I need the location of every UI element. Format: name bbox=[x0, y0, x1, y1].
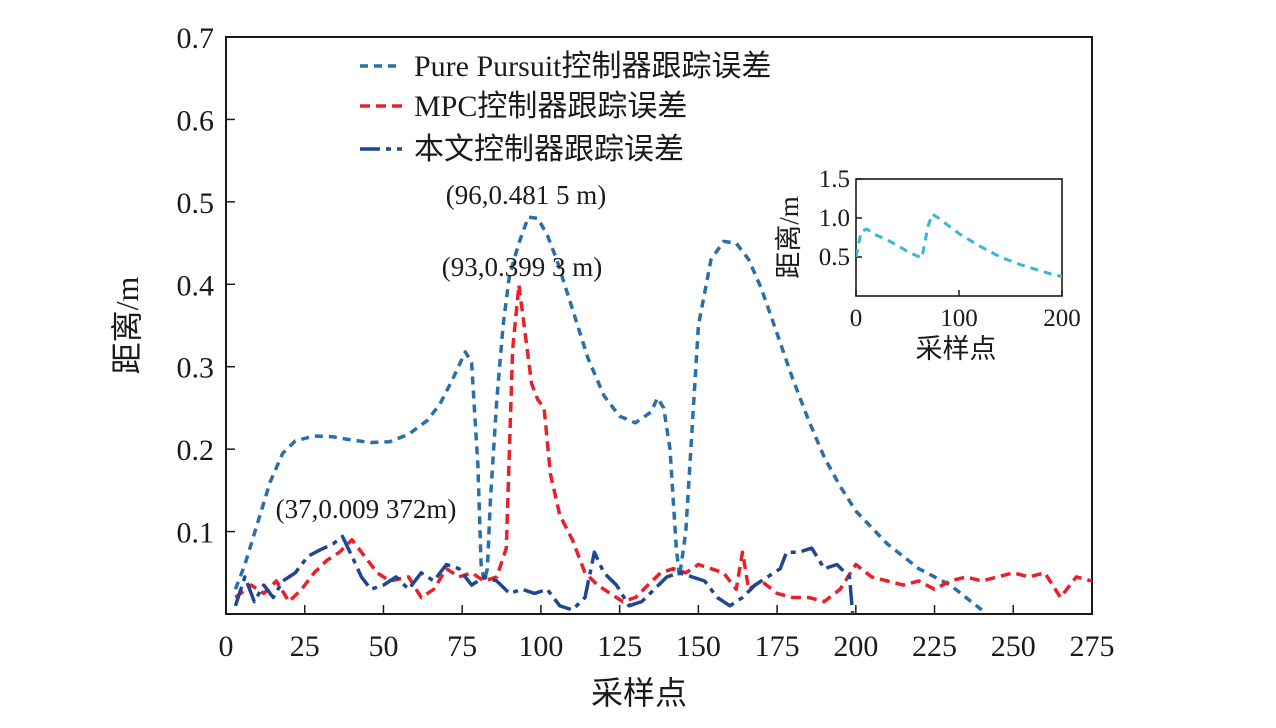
legend-label-1: MPC控制器跟踪误差 bbox=[414, 90, 687, 123]
main-x-tick-label: 250 bbox=[991, 630, 1036, 663]
main-x-tick-label: 150 bbox=[676, 630, 721, 663]
legend-label-2: 本文控制器跟踪误差 bbox=[414, 133, 684, 166]
inset-y-tick-label: 1.5 bbox=[819, 166, 850, 193]
main-x-tick-label: 175 bbox=[755, 630, 800, 663]
main-y-tick-label: 0.6 bbox=[177, 104, 215, 137]
main-x-tick-label: 125 bbox=[597, 630, 642, 663]
annotation-label-1: (93,0.399 3 m) bbox=[442, 252, 602, 282]
inset-plot: 0 100 200 0.5 1.0 1.5 采样点 距离/m bbox=[774, 166, 1081, 364]
main-plot: 0 25 50 75 100 125 150 175 200 225 250 275 0.1 0.2 0.3… bbox=[109, 22, 1115, 711]
main-y-tick-label: 0.1 bbox=[177, 517, 215, 550]
main-series-line-0 bbox=[233, 215, 983, 612]
legend-label-0: Pure Pursuit控制器跟踪误差 bbox=[414, 50, 772, 83]
main-x-tick-label: 200 bbox=[833, 630, 878, 663]
main-y-tick-label: 0.4 bbox=[177, 269, 215, 302]
main-x-tick-label: 50 bbox=[368, 630, 398, 663]
inset-x-tick-label: 100 bbox=[940, 305, 978, 332]
main-x-axis-title: 采样点 bbox=[591, 675, 687, 711]
main-y-tick-label: 0.3 bbox=[177, 352, 215, 385]
main-x-tick-label: 100 bbox=[518, 630, 563, 663]
annotation-label-0: (96,0.481 5 m) bbox=[446, 180, 606, 210]
inset-series-line-0 bbox=[856, 212, 1062, 278]
annotation-label-2: (37,0.009 372m) bbox=[276, 494, 457, 524]
main-y-tick-label: 0.5 bbox=[177, 187, 215, 220]
main-y-axis-title: 距离/m bbox=[109, 277, 145, 375]
main-x-tick-label: 25 bbox=[290, 630, 320, 663]
inset-y-tick-label: 0.5 bbox=[819, 244, 850, 271]
main-x-tick-label: 275 bbox=[1070, 630, 1115, 663]
inset-x-tick-label: 0 bbox=[850, 305, 863, 332]
inset-y-tick-label: 1.0 bbox=[819, 205, 850, 232]
inset-background bbox=[856, 179, 1062, 296]
inset-x-tick-label: 200 bbox=[1043, 305, 1081, 332]
main-y-tick-label: 0.2 bbox=[177, 434, 215, 467]
inset-y-axis-title: 距离/m bbox=[774, 196, 804, 279]
inset-x-axis-title: 采样点 bbox=[916, 334, 997, 364]
main-x-tick-label: 0 bbox=[219, 630, 234, 663]
main-plot-frame bbox=[225, 36, 1093, 615]
main-y-tick-label: 0.7 bbox=[177, 22, 215, 55]
main-series-line-1 bbox=[234, 283, 1092, 604]
main-x-tick-label: 225 bbox=[912, 630, 957, 663]
main-series-line-2 bbox=[233, 534, 855, 614]
main-x-tick-label: 75 bbox=[447, 630, 477, 663]
